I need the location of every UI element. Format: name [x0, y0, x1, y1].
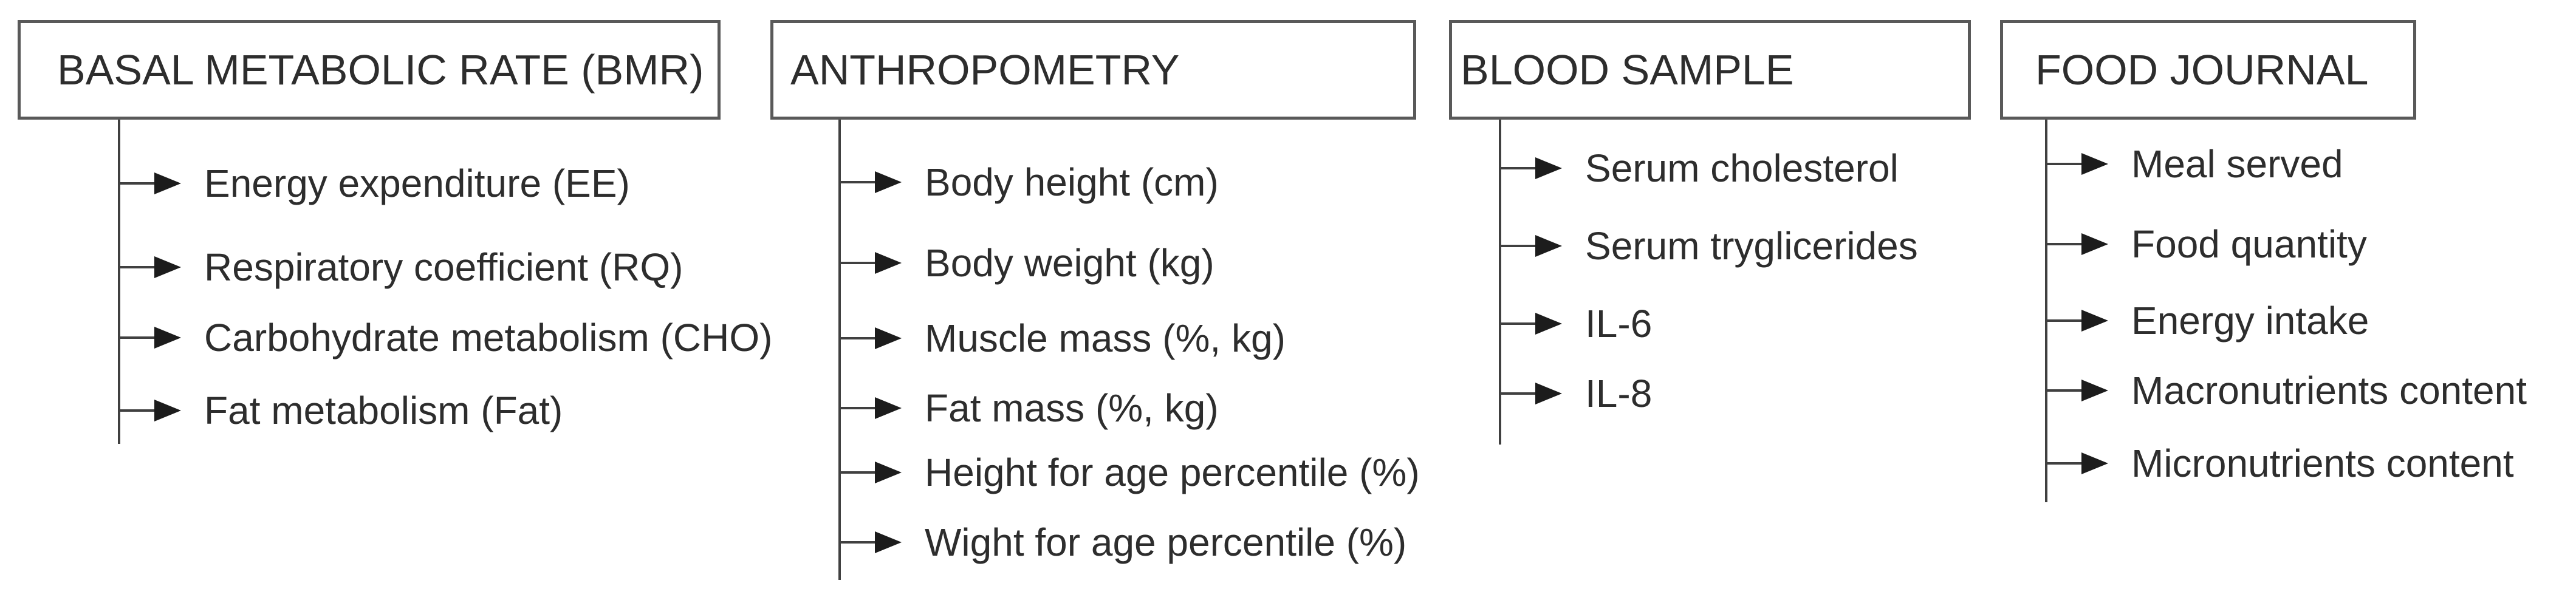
arrow-shaft [2045, 462, 2081, 465]
right-arrow-icon [875, 397, 902, 419]
right-arrow-icon [875, 531, 902, 553]
tree-item-label: Body height (cm) [925, 160, 1219, 204]
bmr-connector-line [118, 120, 120, 444]
right-arrow-icon [1535, 157, 1562, 179]
tree-item: Wight for age percentile (%) [838, 518, 1406, 567]
tree-item-label: Energy expenditure (EE) [204, 162, 630, 205]
tree-item-label: Serum cholesterol [1585, 146, 1899, 190]
right-arrow-icon [875, 462, 902, 483]
tree-item-label: Height for age percentile (%) [925, 451, 1420, 494]
right-arrow-icon [875, 327, 902, 349]
arrow-shaft [838, 337, 875, 339]
right-arrow-icon [2081, 452, 2108, 474]
right-arrow-icon [1535, 235, 1562, 257]
tree-item-label: IL-6 [1585, 302, 1653, 346]
anthropometry-header-box: ANTHROPOMETRY [770, 20, 1416, 120]
arrow-shaft [838, 262, 875, 264]
tree-item: Muscle mass (%, kg) [838, 314, 1286, 363]
tree-item: Carbohydrate metabolism (CHO) [118, 313, 772, 362]
tree-item: Fat metabolism (Fat) [118, 386, 563, 435]
tree-item: Respiratory coefficient (RQ) [118, 243, 683, 291]
right-arrow-icon [875, 252, 902, 274]
arrow-shaft [1499, 167, 1535, 169]
arrow-shaft [838, 181, 875, 183]
tree-item-label: Carbohydrate metabolism (CHO) [204, 316, 773, 360]
arrow-shaft [1499, 392, 1535, 395]
arrow-shaft [1499, 245, 1535, 247]
tree-item: Body weight (kg) [838, 239, 1214, 287]
right-arrow-icon [1535, 313, 1562, 335]
bmr-header-box: BASAL METABOLIC RATE (BMR) [18, 20, 721, 120]
tree-item: Serum tryglicerides [1499, 222, 1918, 270]
tree-item: Serum cholesterol [1499, 144, 1899, 193]
tree-item-label: Macronutrients content [2131, 369, 2527, 412]
arrow-shaft [118, 266, 154, 268]
tree-item-label: Food quantity [2131, 222, 2367, 266]
right-arrow-icon [154, 256, 181, 278]
arrow-shaft [838, 407, 875, 409]
tree-item: Body height (cm) [838, 158, 1219, 206]
food-journal-header-box: FOOD JOURNAL [2000, 20, 2416, 120]
tree-item-label: Body weight (kg) [925, 241, 1214, 285]
right-arrow-icon [2081, 310, 2108, 332]
blood-sample-header-title: BLOOD SAMPLE [1461, 46, 1794, 94]
arrow-shaft [1499, 322, 1535, 325]
tree-item-label: Energy intake [2131, 299, 2369, 343]
tree-item-label: Fat mass (%, kg) [925, 386, 1219, 430]
arrow-shaft [2045, 163, 2081, 165]
arrow-shaft [118, 336, 154, 339]
tree-item-label: IL-8 [1585, 372, 1653, 415]
tree-item-label: Wight for age percentile (%) [925, 520, 1407, 564]
tree-item: Macronutrients content [2045, 366, 2527, 415]
blood-sample-header-box: BLOOD SAMPLE [1449, 20, 1971, 120]
tree-item: Energy intake [2045, 296, 2369, 345]
tree-item-label: Meal served [2131, 142, 2343, 186]
arrow-shaft [118, 409, 154, 412]
right-arrow-icon [2081, 153, 2108, 175]
anthropometry-header-title: ANTHROPOMETRY [790, 46, 1180, 94]
tree-item-label: Respiratory coefficient (RQ) [204, 245, 683, 289]
tree-item: Food quantity [2045, 220, 2367, 268]
arrow-shaft [2045, 389, 2081, 392]
arrow-shaft [838, 471, 875, 474]
right-arrow-icon [154, 327, 181, 349]
right-arrow-icon [154, 400, 181, 421]
blood-sample-connector-line [1499, 120, 1501, 445]
tree-item: Micronutrients content [2045, 439, 2514, 488]
tree-item: Height for age percentile (%) [838, 448, 1420, 497]
tree-item-label: Muscle mass (%, kg) [925, 316, 1286, 360]
tree-item-label: Serum tryglicerides [1585, 224, 1918, 268]
bmr-header-title: BASAL METABOLIC RATE (BMR) [57, 46, 704, 94]
food-journal-connector-line [2045, 120, 2047, 502]
tree-item-label: Micronutrients content [2131, 441, 2514, 485]
tree-item: Energy expenditure (EE) [118, 159, 630, 208]
anthropometry-connector-line [838, 120, 841, 580]
right-arrow-icon [875, 171, 902, 193]
arrow-shaft [118, 182, 154, 185]
arrow-shaft [2045, 243, 2081, 245]
tree-item: IL-8 [1499, 369, 1652, 418]
tree-item: IL-6 [1499, 299, 1652, 348]
tree-item-label: Fat metabolism (Fat) [204, 389, 563, 432]
food-journal-header-title: FOOD JOURNAL [2035, 46, 2369, 94]
right-arrow-icon [154, 172, 181, 194]
right-arrow-icon [1535, 383, 1562, 404]
right-arrow-icon [2081, 380, 2108, 401]
right-arrow-icon [2081, 233, 2108, 255]
arrow-shaft [2045, 319, 2081, 322]
tree-item: Fat mass (%, kg) [838, 384, 1219, 432]
tree-item: Meal served [2045, 140, 2343, 188]
arrow-shaft [838, 541, 875, 544]
